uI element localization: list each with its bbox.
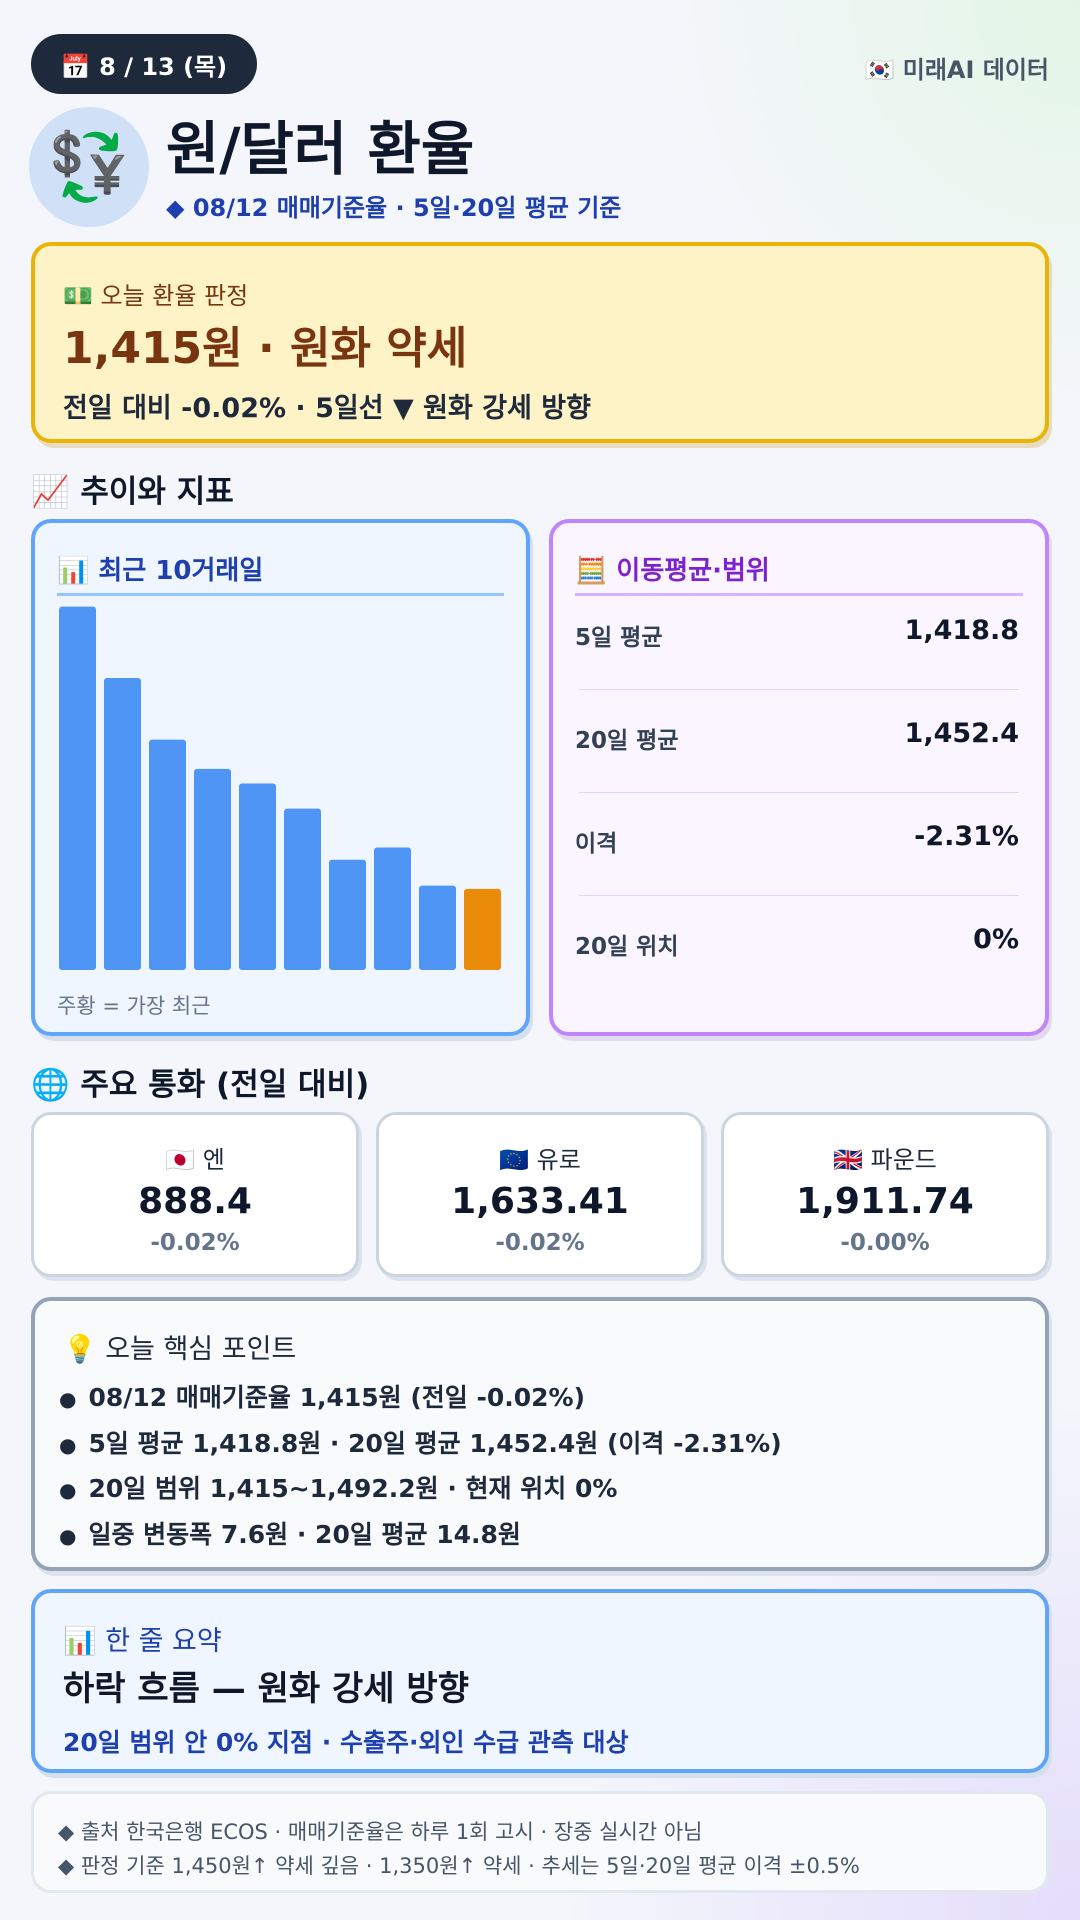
footer-card: ◆ 출처 한국은행 ECOS · 매매기준율은 하루 1회 고시 · 장중 실시… — [31, 1791, 1049, 1893]
currency-change: -0.02% — [495, 1230, 585, 1256]
bar — [194, 768, 231, 970]
currency-value: 1,911.74 — [796, 1181, 974, 1222]
title: 원/달러 환율 — [166, 115, 475, 183]
bar — [59, 606, 96, 970]
bar — [374, 847, 411, 970]
bar-chart — [59, 606, 501, 970]
verdict-label: 💵 오늘 환율 판정 — [63, 282, 249, 310]
ma-value: 0% — [973, 924, 1019, 955]
currency-section-title: 🌐 주요 통화 (전일 대비) — [31, 1067, 370, 1103]
key-point: 5일 평균 1,418.8원 · 20일 평균 1,452.4원 (이격 -2.… — [59, 1424, 781, 1460]
bar — [239, 783, 276, 970]
key-point: 08/12 매매기준율 1,415원 (전일 -0.02%) — [59, 1378, 585, 1414]
ma-title: 🧮 이동평균·범위 — [575, 556, 770, 586]
key-points-title: 💡 오늘 핵심 포인트 — [63, 1334, 297, 1365]
bar — [284, 808, 321, 970]
ma-separator — [579, 792, 1019, 793]
currency-card: 🇪🇺 유로 1,633.41 -0.02% — [376, 1112, 704, 1277]
currency-name: 🇪🇺 유로 — [499, 1146, 581, 1174]
currency-value: 888.4 — [138, 1181, 252, 1222]
footer-line: ◆ 판정 기준 1,450원↑ 약세 깊음 · 1,350원↑ 약세 · 추세는… — [58, 1854, 860, 1878]
chart-caption: 주황 = 가장 최근 — [57, 994, 211, 1018]
summary-card: 📊 한 줄 요약 하락 흐름 — 원화 강세 방향 20일 범위 안 0% 지점… — [31, 1589, 1049, 1773]
date-pill: 📅 8 / 13 (목) — [31, 34, 257, 94]
subtitle: ◆ 08/12 매매기준율 · 5일·20일 평균 기준 — [166, 194, 622, 222]
currency-card: 🇯🇵 엔 888.4 -0.02% — [31, 1112, 359, 1277]
summary-detail: 20일 범위 안 0% 지점 · 수출주·외인 수급 관측 대상 — [63, 1728, 629, 1757]
icon: 💱 — [29, 107, 149, 227]
chart-title: 📊 최근 10거래일 — [57, 556, 264, 586]
brand: 🇰🇷 미래AI 데이터 — [864, 56, 1050, 84]
ma-card: 🧮 이동평균·범위 5일 평균 1,418.8 20일 평균 1,452.4 이격 -2.… — [549, 519, 1049, 1036]
ma-value: 1,452.4 — [904, 718, 1019, 749]
summary-headline: 하락 흐름 — 원화 강세 방향 — [63, 1669, 469, 1709]
footer-line: ◆ 출처 한국은행 ECOS · 매매기준율은 하루 1회 고시 · 장중 실시… — [58, 1820, 703, 1844]
key-point: 일중 변동폭 7.6원 · 20일 평균 14.8원 — [59, 1515, 520, 1551]
ma-value: 1,418.8 — [904, 615, 1019, 646]
verdict-detail: 전일 대비 -0.02% · 5일선 ▼ 원화 강세 방향 — [63, 393, 591, 424]
ma-label: 20일 위치 — [575, 934, 679, 960]
bar — [329, 859, 366, 970]
ma-separator — [579, 895, 1019, 896]
summary-title: 📊 한 줄 요약 — [63, 1626, 222, 1657]
ma-label: 5일 평균 — [575, 625, 663, 651]
chart-rule — [57, 593, 504, 596]
currency-name: 🇬🇧 파운드 — [833, 1146, 937, 1174]
currency-card: 🇬🇧 파운드 1,911.74 -0.00% — [721, 1112, 1049, 1277]
currency-value: 1,633.41 — [451, 1181, 629, 1222]
ma-value: -2.31% — [914, 821, 1019, 852]
ma-rule — [575, 593, 1023, 596]
key-point: 20일 범위 1,415~1,492.2원 · 현재 위치 0% — [59, 1469, 617, 1505]
ma-label: 이격 — [575, 831, 618, 857]
verdict-headline: 1,415원 · 원화 약세 — [63, 323, 468, 374]
bar — [464, 888, 501, 970]
bar — [104, 678, 141, 970]
currency-name: 🇯🇵 엔 — [165, 1146, 225, 1174]
currency-change: -0.02% — [150, 1230, 240, 1256]
section-title: 📈 추이와 지표 — [31, 474, 234, 510]
verdict-card: 💵 오늘 환율 판정 1,415원 · 원화 약세 전일 대비 -0.02% ·… — [31, 242, 1049, 443]
bar — [149, 739, 186, 970]
currency-change: -0.00% — [840, 1230, 930, 1256]
ma-label: 20일 평균 — [575, 728, 679, 754]
bar — [419, 885, 456, 970]
key-points-card: 💡 오늘 핵심 포인트 08/12 매매기준율 1,415원 (전일 -0.02… — [31, 1297, 1049, 1571]
ma-separator — [579, 689, 1019, 690]
